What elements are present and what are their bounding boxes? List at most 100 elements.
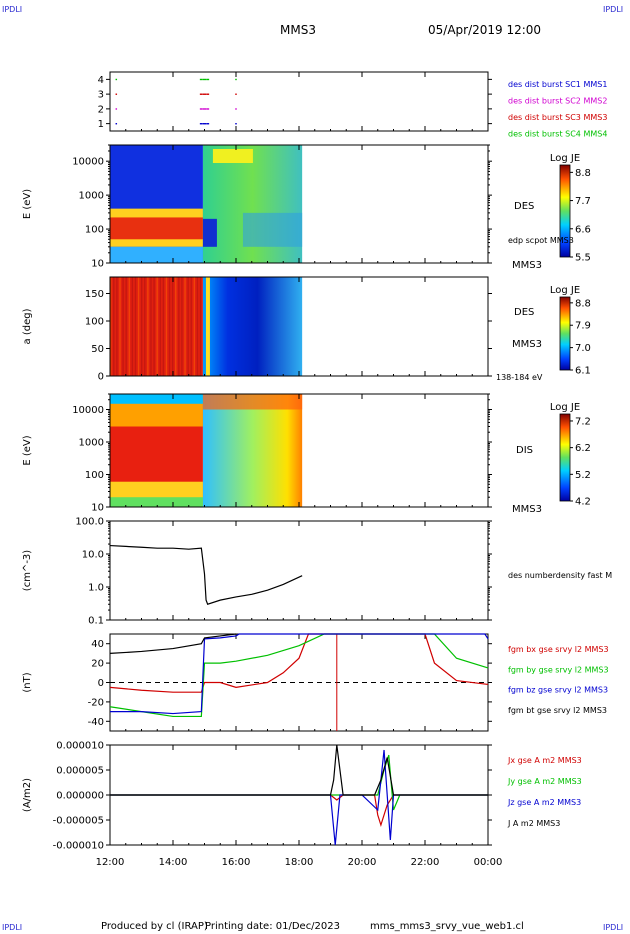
des_pitch-cell — [113, 277, 115, 376]
magnetic-ylabel: (nT) — [22, 672, 33, 692]
des_pitch-heatmap — [110, 277, 303, 376]
burst-legend-3: des dist burst SC4 MMS4 — [508, 130, 607, 139]
dis_energy-cell — [202, 394, 303, 507]
des_pitch-side-label-0: DES — [514, 307, 534, 318]
burst-legend-2: des dist burst SC3 MMS3 — [508, 113, 607, 122]
des_pitch-cell — [175, 277, 177, 376]
magnetic-ytick-label: 40 — [91, 639, 104, 650]
time-tick-label: 14:00 — [159, 857, 188, 868]
des_pitch-cell — [196, 277, 199, 376]
magnetic-ytick-label: 0 — [98, 678, 104, 689]
dis_energy-cell — [110, 497, 203, 507]
panel-burst: 1 2 3 4 des dist burst SC1 MMS1 des dist burs… — [98, 71, 607, 139]
des_energy-colorbar — [559, 164, 571, 258]
des_pitch-cell — [125, 277, 127, 376]
burst-burst-mark — [235, 108, 237, 110]
footer-printing-date: Printing date: 01/Dec/2023 — [205, 921, 340, 932]
burst-burst-mark — [199, 123, 203, 125]
des_energy-ytick-label: 100 — [85, 225, 104, 236]
dis_energy-side-label-0: DIS — [516, 445, 533, 456]
current-series-2 — [110, 749, 488, 846]
burst-frame — [109, 71, 489, 132]
des_pitch-cell — [193, 277, 196, 376]
current-series-3 — [110, 744, 488, 796]
time-tick-label: 16:00 — [222, 857, 251, 868]
des_pitch-cell — [153, 277, 155, 376]
des_energy-colorbar-tick-label: 5.5 — [575, 253, 591, 264]
density-ylabel: (cm^-3) — [22, 550, 33, 591]
des_pitch-side-label-2: 138-184 eV — [496, 373, 543, 382]
current-series-0 — [110, 794, 488, 827]
dis_energy-heatmap — [110, 394, 303, 507]
des_pitch-cell — [147, 277, 149, 376]
des_energy-cell — [242, 212, 303, 247]
burst-ytick-label: 4 — [98, 75, 104, 86]
panel-des_pitch: 0 50 100 150 a (deg) Log JE 8.8 7.9 7.0 6.1 DES MMS… — [22, 276, 591, 383]
burst-burst-mark — [203, 123, 206, 125]
burst-burst-mark — [206, 108, 210, 110]
panel-magnetic: -40 -20 0 20 40 (nT) fgm bx gse srvy l2 MMS3 fg… — [22, 633, 609, 732]
corner-label-tl: IPDLI — [2, 5, 22, 14]
dis_energy-ytick-label: 1000 — [79, 438, 104, 449]
magnetic-ytick-label: 20 — [91, 659, 104, 670]
des_energy-side-label-1: edp scpot MMS3 — [508, 236, 574, 245]
des_pitch-cell — [128, 277, 130, 376]
des_pitch-cell — [171, 277, 174, 376]
current-legend-3: J A m2 MMS3 — [507, 819, 560, 828]
magnetic-ytick-label: -40 — [88, 717, 104, 728]
des_pitch-cell — [156, 277, 158, 376]
density-ytick-label: 10.0 — [82, 550, 104, 561]
panel-dis_energy: 10 100 1000 10000 E (eV) Log JE 7.2 6.2 5.2 4.2 DI… — [22, 393, 591, 515]
burst-burst-mark — [199, 108, 203, 110]
burst-burst-mark — [115, 78, 118, 81]
burst-ytick-label: 1 — [98, 119, 104, 130]
density-ytick-label: 1.0 — [88, 583, 104, 594]
magnetic-series-0 — [109, 633, 489, 693]
des_pitch-cell — [165, 277, 168, 376]
des_pitch-ytick-label: 0 — [98, 372, 104, 383]
burst-burst-mark — [203, 78, 206, 81]
current-ytick-label: -0.000005 — [53, 816, 104, 827]
magnetic-legend-3: fgm bt gse srvy l2 MMS3 — [508, 706, 607, 715]
current-legend-2: Jz gse A m2 MMS3 — [507, 798, 581, 807]
des_pitch-ytick-label: 150 — [85, 289, 104, 300]
magnetic-legend-1: fgm by gse srvy l2 MMS3 — [508, 665, 609, 674]
des_pitch-side-label-1: MMS3 — [512, 339, 542, 350]
burst-burst-mark — [199, 78, 203, 81]
panels: 1 2 3 4 des dist burst SC1 MMS1 des dist burs… — [22, 71, 612, 852]
des_pitch-cell — [202, 277, 303, 376]
des_pitch-colorbar-tick-label: 7.0 — [575, 343, 591, 354]
des_pitch-cell — [144, 277, 146, 376]
dis_energy-colorbar-tick-label: 4.2 — [575, 497, 591, 508]
des_pitch-cell — [162, 277, 165, 376]
magnetic-series-1 — [109, 633, 489, 718]
burst-legend-1: des dist burst SC2 MMS2 — [508, 97, 607, 106]
dis_energy-ylabel: E (eV) — [22, 435, 33, 465]
des_pitch-colorbar-tick-label: 7.9 — [575, 321, 591, 332]
des_pitch-cell — [205, 277, 210, 376]
des_pitch-ytick-label: 100 — [85, 317, 104, 328]
burst-burst-mark — [203, 108, 206, 110]
des_pitch-cell — [159, 277, 161, 376]
des_energy-colorbar-tick-label: 7.7 — [575, 196, 591, 207]
des_pitch-cell — [168, 277, 171, 376]
des_pitch-cell — [184, 277, 186, 376]
des_pitch-cell — [140, 277, 143, 376]
current-ytick-label: 0.000005 — [56, 766, 104, 777]
burst-burst-mark — [206, 78, 210, 81]
current-ytick-label: 0.000000 — [56, 791, 104, 802]
current-ylabel: (A/m2) — [22, 778, 33, 812]
burst-burst-mark — [115, 93, 118, 95]
dis_energy-cell — [110, 394, 203, 404]
corner-label-br: IPDLI — [603, 923, 623, 932]
des_energy-ytick-label: 10000 — [72, 157, 104, 168]
magnetic-legend-0: fgm bx gse srvy l2 MMS3 — [508, 645, 609, 654]
des_pitch-cell — [131, 277, 134, 376]
des_pitch-cell — [187, 277, 189, 376]
burst-burst-mark — [199, 93, 203, 95]
dis_energy-colorbar — [559, 413, 571, 502]
dis_energy-colorbar-tick-label: 6.2 — [575, 443, 591, 454]
current-ytick-label: 0.000010 — [56, 741, 104, 752]
des_pitch-colorbar-tick-label: 8.8 — [575, 298, 591, 309]
burst-ytick-label: 2 — [98, 104, 104, 115]
